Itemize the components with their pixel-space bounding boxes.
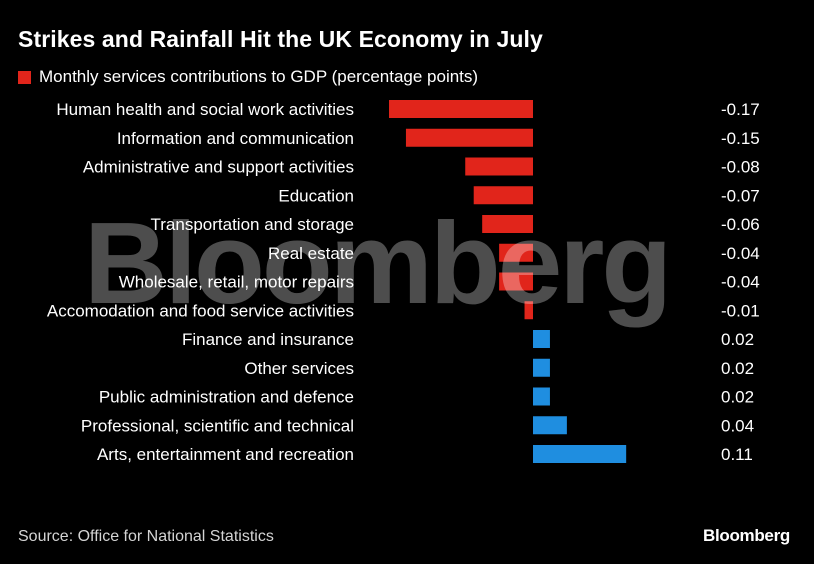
bar <box>533 330 550 348</box>
value-label: 0.11 <box>721 445 753 464</box>
value-label: -0.01 <box>721 301 760 320</box>
category-label: Public administration and defence <box>99 388 354 407</box>
category-label: Finance and insurance <box>182 330 354 349</box>
category-label: Accomodation and food service activities <box>47 301 354 320</box>
bar <box>389 100 533 118</box>
category-label: Transportation and storage <box>151 215 355 234</box>
bar <box>533 387 550 406</box>
category-label: Human health and social work activities <box>56 100 354 119</box>
legend-label: Monthly services contributions to GDP (p… <box>39 67 479 86</box>
value-label: -0.07 <box>721 186 760 205</box>
bloomberg-logo: Bloomberg <box>702 526 790 545</box>
bar <box>533 416 567 435</box>
category-label: Wholesale, retail, motor repairs <box>119 273 354 292</box>
bar <box>482 215 533 233</box>
legend-swatch <box>18 70 31 84</box>
source-note: Source: Office for National Statistics <box>18 528 274 545</box>
category-label: Professional, scientific and technical <box>81 416 354 435</box>
bar <box>405 128 533 147</box>
value-label: 0.02 <box>721 359 754 378</box>
legend: Monthly services contributions to GDP (p… <box>18 67 478 87</box>
category-label: Administrative and support activities <box>83 158 354 177</box>
value-label: -0.17 <box>721 100 760 119</box>
value-label: 0.02 <box>721 388 754 407</box>
category-label: Information and communication <box>117 129 354 148</box>
category-label: Education <box>278 186 354 205</box>
bar <box>465 157 533 176</box>
value-label: -0.06 <box>721 215 760 234</box>
value-label: -0.15 <box>721 129 760 148</box>
value-label: 0.02 <box>721 330 754 349</box>
bar <box>473 186 533 205</box>
value-label: -0.04 <box>721 273 760 292</box>
bar <box>499 272 533 291</box>
category-label: Other services <box>244 359 354 378</box>
category-label: Real estate <box>268 244 354 263</box>
value-label: -0.08 <box>721 158 760 177</box>
value-label: 0.04 <box>721 416 754 435</box>
chart-title: Strikes and Rainfall Hit the UK Economy … <box>18 26 543 52</box>
bar <box>524 301 533 320</box>
value-label: -0.04 <box>721 244 760 263</box>
category-label: Arts, entertainment and recreation <box>97 445 354 464</box>
bar <box>499 243 533 262</box>
bar <box>533 445 627 463</box>
bar <box>533 358 550 377</box>
